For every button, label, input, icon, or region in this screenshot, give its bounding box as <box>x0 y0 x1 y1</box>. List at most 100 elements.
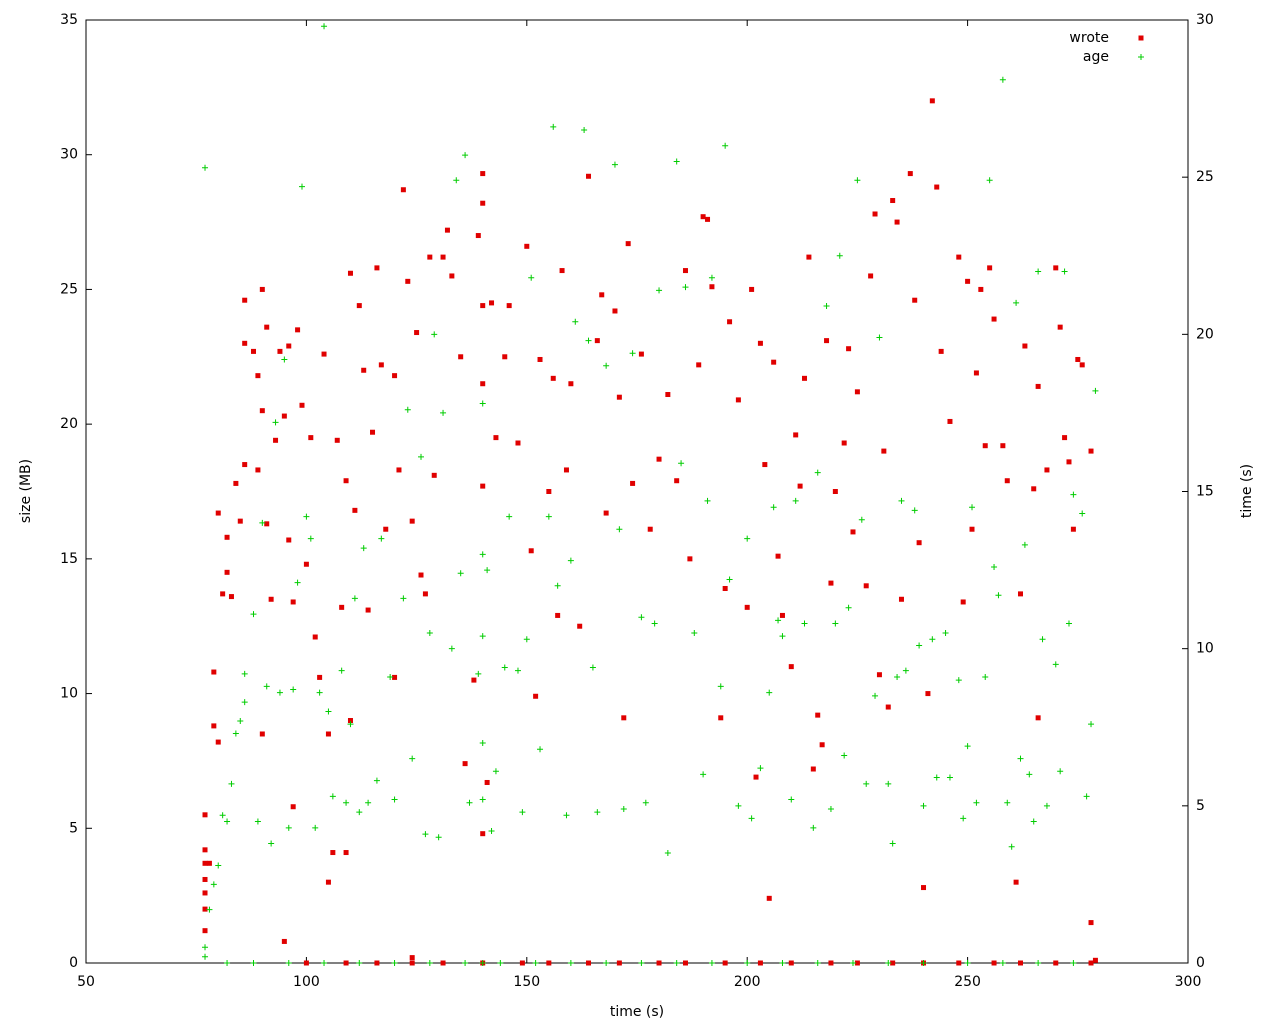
point <box>502 354 508 360</box>
point <box>801 620 808 627</box>
point <box>810 766 816 772</box>
point <box>1079 362 1085 368</box>
point <box>431 472 437 478</box>
point <box>982 443 988 449</box>
point <box>440 254 446 260</box>
point <box>563 812 570 819</box>
point <box>925 691 931 697</box>
point <box>286 343 292 349</box>
point <box>285 824 292 831</box>
point <box>479 960 486 966</box>
point <box>273 437 279 443</box>
point <box>241 670 248 677</box>
point <box>237 717 244 724</box>
point <box>458 354 464 360</box>
point <box>462 960 469 966</box>
point <box>259 731 265 737</box>
point <box>1017 755 1024 762</box>
point <box>788 664 794 670</box>
point <box>440 409 447 416</box>
point <box>392 674 398 680</box>
point <box>890 198 896 204</box>
point <box>264 521 270 527</box>
point <box>603 960 610 966</box>
point <box>779 612 785 618</box>
point <box>828 580 834 586</box>
point <box>506 303 512 309</box>
point <box>392 373 398 379</box>
point <box>1008 843 1015 850</box>
point <box>647 526 653 532</box>
point <box>1004 799 1011 806</box>
point <box>991 563 998 570</box>
point <box>387 673 394 680</box>
point <box>964 960 971 966</box>
point <box>224 569 230 575</box>
point <box>462 761 468 767</box>
point <box>426 960 433 966</box>
y2-axis-label: time (s) <box>1239 464 1255 518</box>
point <box>523 636 530 643</box>
x-tick-label: 300 <box>1175 974 1202 990</box>
point <box>762 462 768 468</box>
point <box>241 699 248 706</box>
point <box>479 739 486 746</box>
point <box>268 840 275 847</box>
point <box>863 780 870 787</box>
point <box>854 177 861 184</box>
point <box>753 774 759 780</box>
point <box>264 324 270 330</box>
point <box>321 960 328 966</box>
point <box>824 338 830 344</box>
point <box>894 219 900 225</box>
point <box>841 752 848 759</box>
point <box>479 551 486 558</box>
point <box>1035 715 1041 721</box>
point <box>545 513 552 520</box>
point <box>202 890 208 896</box>
point <box>916 540 922 546</box>
plot-frame <box>85 19 1189 964</box>
point <box>528 548 534 554</box>
point <box>361 367 367 373</box>
point <box>1070 960 1077 966</box>
point <box>555 612 561 618</box>
point <box>343 799 350 806</box>
point <box>492 768 499 775</box>
point <box>533 693 539 699</box>
point <box>819 742 825 748</box>
point <box>224 818 231 825</box>
point <box>321 23 328 30</box>
point <box>1026 771 1033 778</box>
point <box>409 955 415 961</box>
point <box>603 510 609 516</box>
point <box>237 518 243 524</box>
point <box>347 721 354 728</box>
point <box>788 796 795 803</box>
legend-marker <box>1138 54 1144 60</box>
y-tick-label: 15 <box>60 551 78 567</box>
point <box>991 316 997 322</box>
point <box>810 824 817 831</box>
point <box>885 960 892 966</box>
point <box>955 677 962 684</box>
point <box>343 478 349 484</box>
point <box>836 252 843 259</box>
point <box>581 127 588 134</box>
point <box>999 960 1006 966</box>
point <box>325 731 331 737</box>
point <box>215 862 222 869</box>
point <box>524 243 530 249</box>
point <box>920 802 927 809</box>
point <box>929 98 935 104</box>
point <box>603 362 610 369</box>
point <box>1035 383 1041 389</box>
point <box>969 526 975 532</box>
point <box>215 739 221 745</box>
point <box>911 507 918 514</box>
point <box>316 689 323 696</box>
point <box>1053 960 1059 966</box>
point <box>202 953 209 960</box>
point <box>960 815 967 822</box>
